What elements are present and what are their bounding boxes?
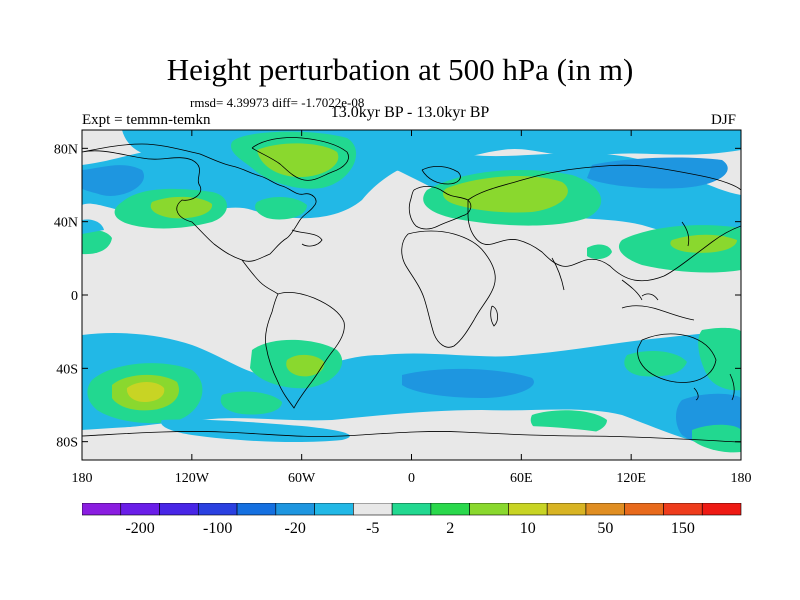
- colorbar-swatch: [275, 503, 315, 516]
- colorbar-label: 10: [520, 520, 536, 537]
- siberia-blue: [587, 157, 728, 189]
- lon-tick-label: 120E: [616, 471, 646, 486]
- wpac-green-edge: [82, 230, 112, 255]
- nh-dark-blue: [82, 165, 144, 196]
- sa-green-south: [220, 391, 282, 415]
- colorbar-swatch: [314, 503, 354, 516]
- map-svg: 80N 40N 0 40S 80S 180 120W 60W 0 60E 120E 180: [54, 129, 752, 486]
- sh-west-yellow: [126, 382, 165, 402]
- lat-tick-label: 80S: [56, 436, 78, 451]
- colorbar-label: 50: [597, 520, 613, 537]
- colorbar-swatch: [701, 503, 742, 516]
- lon-tick-label: 180: [72, 471, 93, 486]
- colorbar-swatch: [159, 503, 199, 516]
- sh-mid-green: [624, 350, 687, 377]
- colorbar-label: 2: [446, 520, 454, 537]
- sh-blue-band: [82, 332, 741, 450]
- colorbar-swatch: [624, 503, 664, 516]
- period-label: 13.0kyr BP - 13.0kyr BP: [330, 104, 490, 121]
- colorbar-label: -5: [366, 520, 379, 537]
- sh-south-blue-strip: [82, 424, 642, 460]
- na-lime: [150, 196, 213, 219]
- colorbar-swatch: [82, 503, 122, 516]
- plot-title: Height perturbation at 500 hPa (in m): [166, 52, 634, 87]
- colorbar-label: -100: [203, 520, 232, 537]
- nh-east-blue: [82, 219, 104, 234]
- nh-blue-band: [82, 137, 741, 249]
- colorbar: -200 -100 -20 -5 2 10 50 150: [82, 503, 742, 537]
- lat-tick-label: 40N: [54, 216, 78, 231]
- colorbar-swatch: [236, 503, 277, 516]
- colorbar-swatch: [430, 503, 470, 516]
- lon-tick-label: 180: [731, 471, 752, 486]
- experiment-label: Expt = temmn-temkn: [82, 112, 211, 128]
- colorbar-swatch: [585, 503, 626, 516]
- lon-tick-label: 0: [408, 471, 415, 486]
- asia-green-small: [587, 244, 612, 260]
- stats-line: rmsd= 4.39973 diff= -1.7022e-08: [190, 95, 365, 110]
- longitude-axis: 180 120W 60W 0 60E 120E 180: [72, 130, 752, 486]
- coastlines: [82, 137, 741, 443]
- lat-tick-label: 0: [71, 289, 78, 304]
- atl-green: [255, 196, 307, 220]
- lon-tick-label: 60W: [288, 471, 316, 486]
- colorbar-swatch: [469, 503, 509, 516]
- lon-tick-label: 60E: [510, 471, 533, 486]
- colorbar-swatch: [353, 503, 393, 516]
- eurasia-lime: [442, 176, 568, 213]
- colorbar-swatch: [391, 503, 432, 516]
- lon-tick-label: 120W: [175, 471, 210, 486]
- pacific-lime: [670, 234, 737, 253]
- colorbar-swatch: [120, 503, 160, 516]
- latitude-axis: 80N 40N 0 40S 80S: [54, 142, 741, 451]
- lat-tick-label: 80N: [54, 142, 78, 157]
- contour-fills: [82, 130, 741, 460]
- colorbar-label: -200: [125, 520, 154, 537]
- colorbar-swatch: [508, 503, 548, 516]
- arctic-light: [257, 143, 339, 178]
- colorbar-swatch: [197, 503, 238, 516]
- lat-tick-label: 40S: [56, 362, 78, 377]
- colorbar-swatch: [546, 503, 587, 516]
- colorbar-swatch: [663, 503, 703, 516]
- sa-lime: [286, 354, 325, 377]
- colorbar-label: -20: [285, 520, 306, 537]
- season-label: DJF: [711, 112, 737, 128]
- sh-east-green: [692, 424, 741, 453]
- sh-mid-blue: [402, 368, 534, 398]
- colorbar-label: 150: [671, 520, 695, 537]
